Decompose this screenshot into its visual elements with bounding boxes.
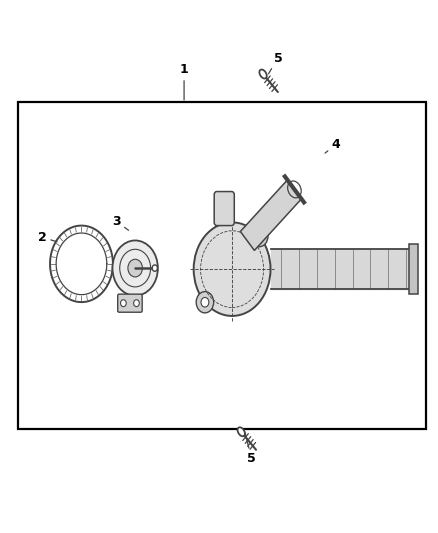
Text: 2: 2: [38, 231, 57, 244]
Bar: [18, 102, 426, 429]
Bar: [410, 244, 418, 294]
Circle shape: [194, 222, 271, 316]
Polygon shape: [240, 180, 301, 251]
Ellipse shape: [237, 427, 245, 437]
Text: 5: 5: [268, 52, 283, 74]
Circle shape: [152, 265, 157, 271]
Circle shape: [134, 300, 139, 306]
Circle shape: [128, 259, 142, 277]
Ellipse shape: [259, 69, 267, 78]
Circle shape: [120, 300, 126, 306]
Text: 3: 3: [112, 215, 129, 230]
Circle shape: [113, 240, 158, 296]
Circle shape: [255, 231, 263, 241]
Text: 4: 4: [325, 138, 340, 153]
FancyBboxPatch shape: [214, 191, 234, 225]
Text: 1: 1: [180, 63, 188, 100]
Circle shape: [251, 225, 268, 247]
Circle shape: [201, 297, 209, 307]
FancyBboxPatch shape: [118, 294, 142, 312]
Circle shape: [196, 292, 214, 313]
Text: 5: 5: [245, 433, 256, 465]
